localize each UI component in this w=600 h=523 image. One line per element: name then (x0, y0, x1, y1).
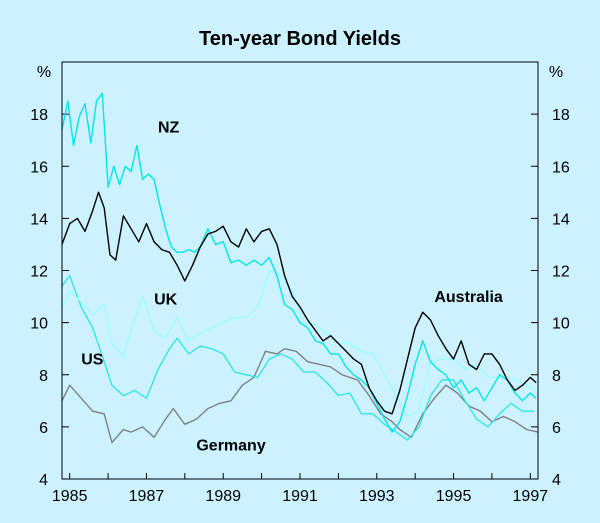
x-tick-label: 1993 (359, 488, 395, 505)
y-tick-label-right: 6 (552, 420, 561, 437)
y-unit-right: % (549, 64, 563, 81)
plot-frame (61, 61, 539, 480)
y-tick-label-left: 6 (39, 420, 48, 437)
series-lines (61, 92, 539, 444)
series-line-us (61, 275, 535, 441)
series-label-uk: UK (154, 291, 178, 308)
y-tick-label-left: 14 (30, 211, 48, 228)
y-unit-left: % (37, 64, 51, 81)
y-tick-label-right: 14 (552, 211, 570, 228)
x-tick-label: 1991 (282, 488, 318, 505)
y-tick-label-right: 16 (552, 159, 570, 176)
y-tick-label-right: 8 (552, 368, 561, 385)
series-line-germany (61, 348, 539, 444)
x-tick-label: 1989 (205, 488, 241, 505)
y-tick-label-right: 12 (552, 264, 570, 281)
series-label-us: US (81, 351, 104, 368)
y-tick-label-left: 16 (30, 159, 48, 176)
axes: 4 4 6 6 8 8 10 10 12 12 14 14 16 16 18 18 1985 1987 1989 19… (30, 107, 570, 505)
series-label-germany: Germany (196, 437, 265, 454)
series-labels: NZ UK US Germany Australia (81, 119, 503, 454)
y-tick-label-left: 18 (30, 107, 48, 124)
y-tick-label-right: 10 (552, 316, 570, 333)
x-tick-label: 1985 (52, 488, 88, 505)
y-tick-label-left: 4 (39, 472, 48, 489)
series-label-nz: NZ (158, 119, 180, 136)
x-tick-label: 1995 (436, 488, 472, 505)
x-tick-label: 1997 (513, 488, 549, 505)
chart-title: Ten-year Bond Yields (199, 28, 401, 50)
y-tick-label-left: 12 (30, 264, 48, 281)
y-tick-label-right: 4 (552, 472, 561, 489)
series-line-australia (61, 191, 537, 415)
y-tick-label-left: 10 (30, 316, 48, 333)
y-tick-label-left: 8 (39, 368, 48, 385)
series-line-nz (61, 92, 537, 433)
x-tick-label: 1987 (129, 488, 165, 505)
series-label-australia: Australia (434, 289, 503, 306)
y-tick-label-right: 18 (552, 107, 570, 124)
